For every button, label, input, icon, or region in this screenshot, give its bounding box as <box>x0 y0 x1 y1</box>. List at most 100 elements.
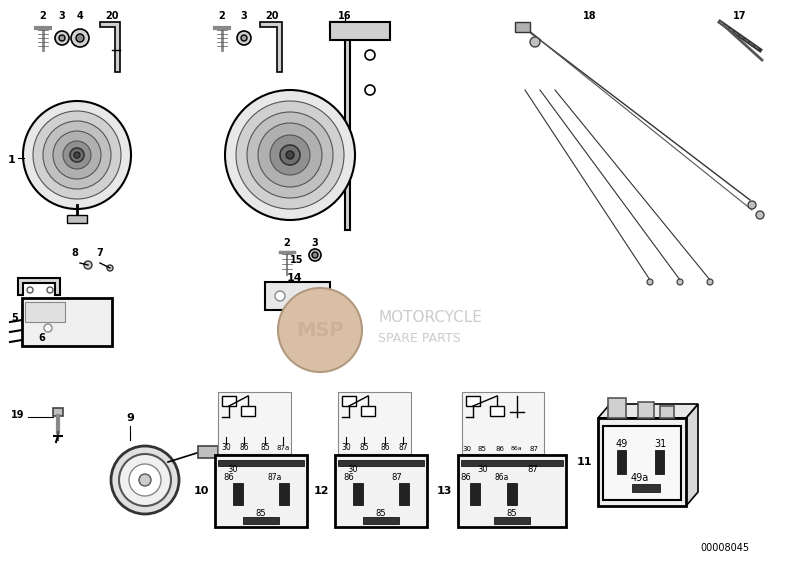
Text: MOTORCYCLE: MOTORCYCLE <box>378 311 482 325</box>
Text: 87: 87 <box>392 473 402 483</box>
Text: 3: 3 <box>58 11 66 21</box>
Text: 00008045: 00008045 <box>700 543 749 553</box>
Text: 2: 2 <box>40 11 46 21</box>
Text: 87a: 87a <box>276 445 290 451</box>
Circle shape <box>59 35 65 41</box>
Circle shape <box>63 141 91 169</box>
Text: 6: 6 <box>38 333 46 343</box>
Circle shape <box>247 112 333 198</box>
Bar <box>241 406 255 416</box>
Bar <box>265 282 330 310</box>
Bar <box>67 215 87 223</box>
Bar <box>490 406 504 416</box>
Circle shape <box>76 34 84 42</box>
Circle shape <box>47 287 53 293</box>
Circle shape <box>27 287 33 293</box>
Bar <box>632 484 660 492</box>
Circle shape <box>129 464 161 496</box>
Circle shape <box>647 279 653 285</box>
Circle shape <box>286 151 294 159</box>
Bar <box>198 446 218 458</box>
Text: 30: 30 <box>478 466 488 475</box>
Text: 86: 86 <box>380 444 390 453</box>
Bar <box>222 396 236 406</box>
Circle shape <box>53 131 101 179</box>
Text: 3: 3 <box>312 238 318 248</box>
Text: 2: 2 <box>284 238 290 248</box>
Circle shape <box>44 324 52 332</box>
Circle shape <box>74 152 80 158</box>
Text: 8: 8 <box>71 248 78 258</box>
Text: 20: 20 <box>106 11 118 21</box>
Bar <box>608 398 626 418</box>
Text: MSP: MSP <box>296 320 344 340</box>
Bar <box>399 483 409 505</box>
Bar <box>338 392 411 454</box>
Text: 9: 9 <box>126 413 134 423</box>
Circle shape <box>365 85 375 95</box>
Text: 86: 86 <box>495 446 505 452</box>
Bar <box>638 402 654 418</box>
Text: SPARE PARTS: SPARE PARTS <box>378 332 461 345</box>
Circle shape <box>275 291 285 301</box>
Circle shape <box>756 211 764 219</box>
Bar <box>494 517 530 524</box>
Bar <box>53 408 63 416</box>
Text: 86: 86 <box>344 473 354 483</box>
Circle shape <box>55 31 69 45</box>
Text: 20: 20 <box>266 11 278 21</box>
Circle shape <box>237 31 251 45</box>
Bar <box>218 392 291 454</box>
Text: 2: 2 <box>218 11 226 21</box>
Text: 17: 17 <box>734 11 746 21</box>
Circle shape <box>309 249 321 261</box>
Text: 87: 87 <box>398 444 408 453</box>
Text: 85: 85 <box>359 444 369 453</box>
Text: 86: 86 <box>224 473 234 483</box>
Bar <box>233 483 243 505</box>
Bar <box>335 455 427 527</box>
Circle shape <box>707 279 713 285</box>
Circle shape <box>258 123 322 187</box>
Circle shape <box>119 454 171 506</box>
Bar <box>218 460 304 466</box>
Text: 85: 85 <box>260 444 270 453</box>
Bar <box>655 450 664 474</box>
Text: 10: 10 <box>194 486 209 496</box>
Circle shape <box>236 101 344 209</box>
Circle shape <box>748 201 756 209</box>
Circle shape <box>111 446 179 514</box>
Text: 86: 86 <box>461 473 471 483</box>
Text: 86: 86 <box>239 444 249 453</box>
Text: 1: 1 <box>8 155 16 165</box>
Circle shape <box>33 111 121 199</box>
Circle shape <box>23 101 131 209</box>
Text: 14: 14 <box>287 273 303 283</box>
Bar <box>515 22 530 32</box>
Bar <box>617 450 626 474</box>
Bar <box>361 406 375 416</box>
Text: 85: 85 <box>478 446 486 452</box>
Text: 30: 30 <box>348 466 358 475</box>
Text: 87a: 87a <box>268 473 282 483</box>
Polygon shape <box>100 22 120 72</box>
Polygon shape <box>598 404 698 418</box>
Text: 12: 12 <box>314 486 329 496</box>
Bar <box>243 517 279 524</box>
Circle shape <box>70 148 84 162</box>
Bar <box>342 396 356 406</box>
Text: 86a: 86a <box>510 446 522 451</box>
Circle shape <box>43 121 111 189</box>
Circle shape <box>310 291 320 301</box>
Bar <box>660 406 674 418</box>
Text: 30: 30 <box>341 444 351 453</box>
Text: 49a: 49a <box>631 473 649 483</box>
Polygon shape <box>260 22 282 72</box>
Text: 19: 19 <box>11 410 25 420</box>
Circle shape <box>677 279 683 285</box>
Text: 86a: 86a <box>495 473 509 483</box>
Text: 30: 30 <box>462 446 471 452</box>
Text: 16: 16 <box>338 11 352 21</box>
Text: 85: 85 <box>256 510 266 519</box>
Bar <box>461 460 563 466</box>
